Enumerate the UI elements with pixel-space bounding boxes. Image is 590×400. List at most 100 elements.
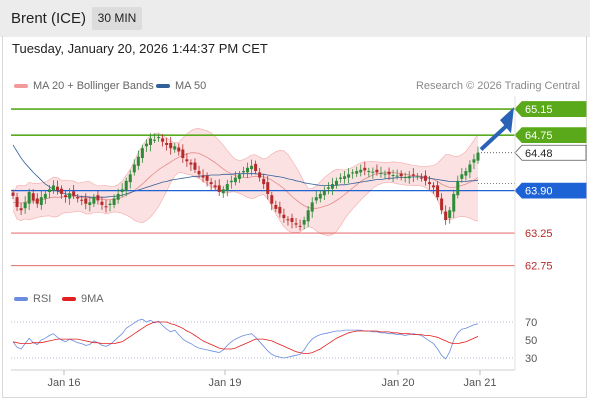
candle-body [84,198,88,204]
timeframe-button[interactable]: 30 MIN [92,7,142,30]
candle-body [379,173,383,175]
level-label-63.25: 63.25 [525,228,553,240]
candle-body [100,201,104,205]
level-label-62.75: 62.75 [525,261,553,273]
candle-body [343,176,347,179]
candle-body [185,159,189,162]
candle-body [221,189,225,194]
level-label-64.48: 64.48 [525,148,553,160]
candle-body [51,185,55,191]
candle-body [395,175,399,177]
candle-body [189,162,193,165]
candle-body [64,195,68,198]
candle-body [108,203,112,205]
candle-body [161,138,165,142]
candle-body [298,225,302,227]
candle-body [278,206,282,214]
bollinger-band-fill [13,128,478,236]
candle-body [262,178,266,185]
candle-body [209,182,213,185]
candle-body [403,176,407,178]
candle-body [144,143,148,147]
candle-body [322,190,326,196]
candle-body [407,176,411,179]
candle-body [92,197,96,204]
candle-body [246,167,250,173]
candle-body [339,177,343,179]
candle-body [193,162,197,170]
candle-body [96,195,100,201]
candle-body [464,171,468,176]
candle-body [460,174,464,179]
candle-body [47,189,51,192]
candle-body [136,156,140,166]
candle-body [23,202,27,209]
bb-legend-label: MA 20 + Bollinger Bands [33,80,154,92]
candle-body [448,210,452,219]
candle-body [444,211,448,220]
candle-body [72,191,76,196]
candle-body [367,171,371,173]
copyright-text: Research © 2026 Trading Central [415,80,580,92]
candle-body [205,175,209,181]
rsi-legend-label: RSI [33,293,52,305]
price-plot: 65.15 64.75 64.48 63.90 63.25 62.75 [11,101,587,273]
candle-body [282,214,286,219]
candle-body [112,198,116,205]
candle-body [399,173,403,177]
candle-body [225,184,229,191]
level-tag-64.48 [514,144,587,161]
candle-body [391,174,395,176]
candle-body [124,180,128,191]
candle-body [132,164,136,173]
candle-body [60,188,64,194]
candle-body [241,171,245,173]
candle-body [436,185,440,198]
candle-body [456,180,460,196]
level-tag-63.90 [514,182,587,199]
candle-body [306,210,310,222]
candle-body [375,169,379,173]
candle-body [334,180,338,186]
level-label-63.90: 63.90 [525,186,553,198]
candle-body [140,148,144,158]
rsi-tick-50: 50 [525,335,537,347]
candle-body [387,171,391,175]
candle-body [476,152,480,161]
candle-body [330,184,334,189]
rsi-9ma-line [12,321,479,354]
candle-body [165,142,169,145]
candle-body [104,206,108,208]
candle-body [15,197,19,207]
candle-body [351,172,355,174]
ma50-legend-swatch [156,84,170,88]
candle-body [213,185,217,188]
forecast-arrow-head [500,107,514,134]
time-axis: Jan 16 Jan 19 Jan 20 Jan 21 [11,96,516,389]
ma50-legend-label: MA 50 [175,80,207,92]
chart-datetime: Tuesday, January 20, 2026 1:44:37 PM CET [12,41,268,56]
candle-body [274,204,278,209]
candle-body [128,174,132,183]
candle-body [432,185,436,188]
candle-body [120,189,124,192]
candle-body [35,198,39,204]
candle-body [80,199,84,201]
instrument-title: Brent (ICE) [11,10,87,27]
bollinger-lower-line [12,171,479,236]
candle-body [55,186,59,191]
candle-body [173,146,177,150]
candle-body [286,219,290,221]
level-label-64.75: 64.75 [525,130,553,142]
candle-body [19,208,23,211]
rsi-line [12,318,479,360]
candle-body [201,175,205,178]
candle-body [302,220,306,225]
candle-body [153,139,157,141]
candle-body [318,193,322,199]
candle-body [314,197,318,201]
candle-body [290,218,294,222]
x-tick-Jan-20: Jan 20 [381,377,414,389]
candle-body [411,174,415,176]
